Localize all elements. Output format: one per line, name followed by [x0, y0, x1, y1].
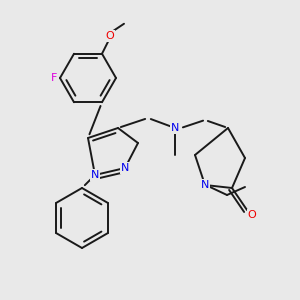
Text: N: N: [91, 170, 99, 180]
Text: N: N: [171, 123, 179, 133]
Text: N: N: [201, 180, 209, 190]
Text: O: O: [106, 31, 114, 41]
Text: N: N: [121, 163, 129, 173]
Text: F: F: [51, 73, 57, 83]
Text: O: O: [248, 210, 256, 220]
